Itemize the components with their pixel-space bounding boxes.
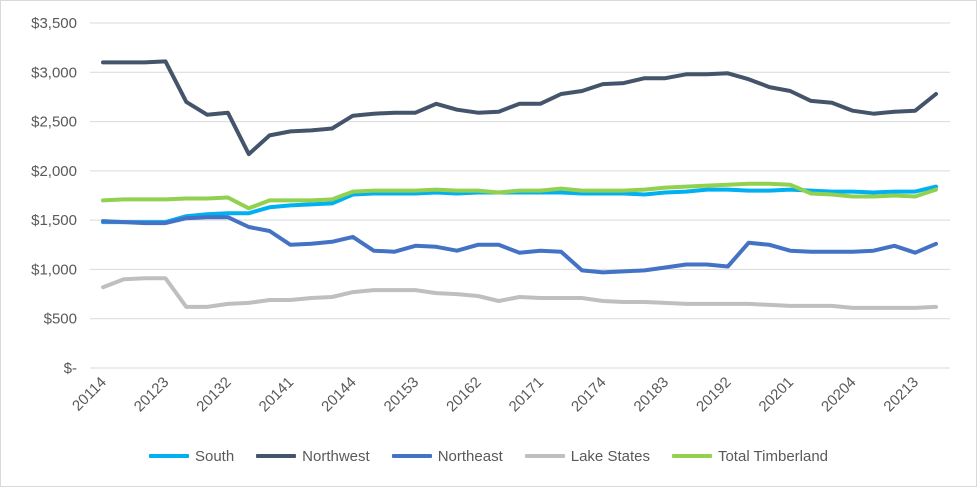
y-tick-label: $3,000 (31, 64, 77, 81)
legend-item-south: South (148, 447, 235, 465)
legend-swatch (524, 454, 565, 458)
series-line-total-timberland (101, 181, 938, 211)
x-tick-label: 20123 (131, 374, 173, 416)
legend-label: Lake States (570, 447, 650, 465)
x-axis-ticks: 20114 20123 20132 20141 20144 20153 20162 20171… (69, 374, 922, 416)
x-tick-label: 20201 (756, 374, 798, 416)
x-tick-label: 20114 (69, 374, 110, 415)
x-tick-label: 20162 (443, 374, 485, 416)
x-tick-label: 20144 (318, 374, 360, 416)
x-tick-label: 20174 (568, 374, 610, 416)
y-tick-label: $2,500 (31, 114, 77, 131)
y-tick-label: $1,500 (31, 212, 77, 229)
legend-swatch (671, 454, 712, 458)
series-line-lake-states (101, 276, 938, 310)
series-line-northeast (101, 215, 938, 275)
legend-swatch (256, 454, 297, 458)
y-axis-ticks: $- $500 $1,000 $1,500 $2,000 $2,500 $3,000 $3,5… (31, 15, 77, 377)
x-tick-label: 20213 (880, 374, 922, 416)
y-tick-label: $1,000 (31, 261, 77, 278)
x-tick-label: 20171 (506, 374, 548, 416)
y-tick-label: $2,000 (31, 163, 77, 180)
series-line-northwest (101, 59, 938, 157)
x-tick-label: 20153 (381, 374, 423, 416)
legend-item-lake-states: Lake States (524, 447, 650, 465)
x-tick-label: 20183 (631, 374, 673, 416)
legend-item-northeast: Northeast (391, 447, 503, 465)
legend-swatch (391, 454, 432, 458)
y-tick-label: $3,500 (31, 15, 77, 32)
legend-item-total-timberland: Total Timberland (671, 447, 829, 465)
legend: South Northwest Northeast Lake States Total … (0, 444, 977, 468)
y-tick-label: $500 (44, 311, 77, 328)
x-tick-label: 20204 (818, 374, 860, 416)
legend-label: South (194, 447, 235, 465)
legend-label: Northeast (437, 447, 503, 465)
gridlines (90, 22, 950, 369)
x-tick-label: 20132 (193, 374, 235, 416)
legend-swatch (148, 454, 189, 458)
series-lines (101, 59, 938, 310)
legend-item-northwest: Northwest (256, 448, 370, 465)
legend-label: Northwest (302, 447, 370, 465)
x-tick-label: 20141 (256, 374, 298, 416)
x-tick-label: 20192 (693, 374, 735, 416)
legend-label: Total Timberland (717, 447, 829, 465)
y-tick-label: $- (64, 360, 77, 377)
